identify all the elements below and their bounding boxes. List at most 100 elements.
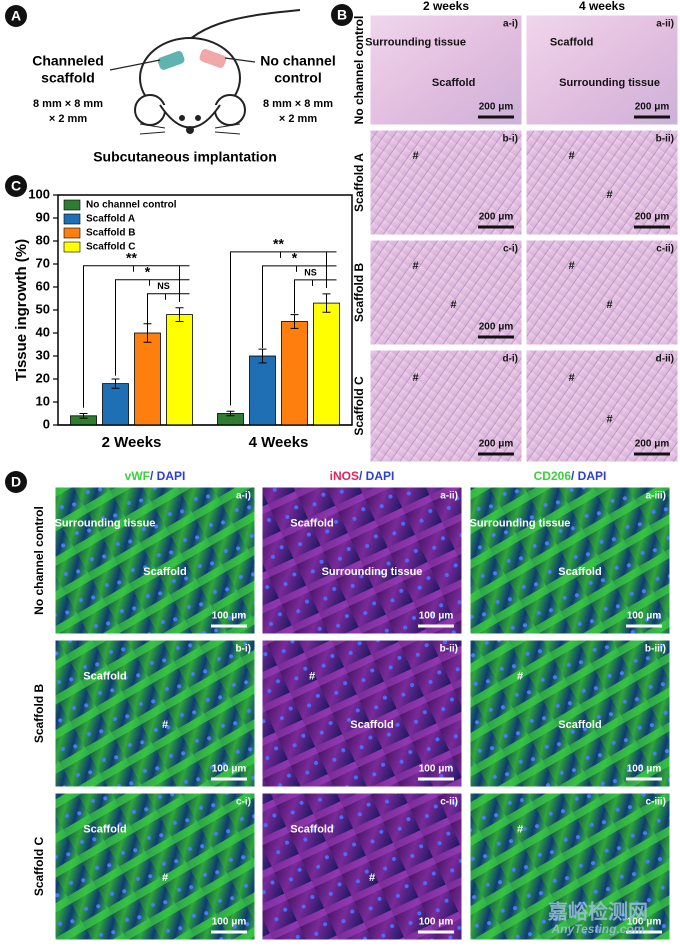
scale-label: 100 μm — [627, 611, 662, 622]
panel-tag: a-ii) — [656, 19, 674, 30]
scale-label: 200 μm — [635, 212, 670, 223]
panel-tag: c-iii) — [645, 797, 666, 808]
annotation: Scaffold — [83, 671, 126, 683]
watermark: AnyTesting.com — [551, 922, 645, 936]
legend-label: Scaffold B — [86, 228, 135, 239]
annotation: Scaffold — [558, 566, 601, 578]
x-tick-label: 2 Weeks — [102, 434, 162, 451]
annotation: Scaffold — [558, 719, 601, 731]
micrograph — [54, 792, 256, 941]
annotation: # — [309, 671, 315, 683]
micrograph — [525, 14, 679, 126]
annotation: # — [569, 372, 575, 384]
annotation: # — [607, 413, 613, 425]
scale-label: 100 μm — [419, 611, 454, 622]
annotation: Surrounding tissue — [559, 77, 660, 89]
significance-label: NS — [304, 267, 317, 277]
panel-letter: D — [11, 474, 21, 490]
implant-label: control — [274, 70, 321, 86]
y-tick-label: 40 — [36, 324, 50, 339]
significance-label: * — [292, 250, 298, 266]
annotation: # — [369, 872, 375, 884]
panel-tag: c-ii) — [656, 244, 674, 255]
row-label: Scaffold C — [352, 376, 366, 436]
stain-marker: CD206 — [534, 469, 572, 483]
row-label: Scaffold B — [32, 684, 46, 744]
bar — [134, 332, 161, 426]
error-bar — [258, 348, 267, 364]
micrograph — [469, 639, 671, 788]
micrograph — [525, 129, 679, 236]
row-label: Scaffold C — [32, 837, 46, 897]
micrograph — [525, 239, 679, 346]
y-tick-label: 90 — [36, 209, 50, 224]
legend-label: Scaffold A — [86, 214, 135, 225]
scale-label: 100 μm — [627, 764, 662, 775]
y-tick-label: 100 — [28, 186, 50, 201]
caption: Subcutaneous implantation — [93, 149, 277, 165]
bar — [166, 314, 193, 426]
legend-label: Scaffold C — [86, 242, 135, 253]
error-bar — [111, 378, 120, 389]
implant-label: No channel — [260, 53, 335, 69]
panel-tag: b-i) — [502, 134, 518, 145]
error-bar — [290, 314, 299, 329]
panel-badge — [5, 471, 27, 493]
legend-swatch — [63, 241, 81, 253]
scale-label: 200 μm — [479, 439, 514, 450]
panel-tag: c-ii) — [440, 797, 458, 808]
size-label: × 2 mm — [279, 113, 317, 125]
column-header: 2 weeks — [423, 0, 469, 13]
panel-badge — [331, 4, 353, 26]
row-label: Scaffold A — [352, 153, 366, 212]
annotation: Scaffold — [143, 566, 186, 578]
scale-label: 200 μm — [635, 102, 670, 113]
panel-tag: a-iii) — [645, 491, 666, 502]
size-label: 8 mm × 8 mm — [33, 98, 103, 110]
scale-label: 100 μm — [212, 611, 247, 622]
y-axis-title: Tissue ingrowth (%) — [13, 239, 30, 381]
pointer — [224, 57, 256, 63]
y-tick-label: 60 — [36, 278, 50, 293]
legend-swatch — [63, 199, 81, 211]
annotation: # — [517, 824, 523, 836]
scale-label: 100 μm — [627, 917, 662, 928]
significance-label: ** — [126, 249, 137, 265]
annotation: Scaffold — [290, 518, 333, 530]
micrograph — [54, 486, 256, 635]
panel-tag: a-i) — [503, 19, 518, 30]
annotation: # — [569, 150, 575, 162]
annotation: # — [413, 150, 419, 162]
micrograph — [369, 14, 523, 126]
annotation: # — [451, 299, 457, 311]
column-header: vWF/ DAPI — [125, 469, 186, 483]
column-header: 4 weeks — [579, 0, 625, 13]
panel-letter: B — [337, 7, 347, 23]
bar — [102, 383, 129, 426]
micrograph — [369, 129, 523, 236]
y-tick-label: 30 — [36, 347, 50, 362]
error-bar — [79, 413, 88, 419]
annotation: Surrounding tissue — [365, 36, 466, 48]
panel-badge — [5, 5, 27, 27]
panel-tag: d-ii) — [656, 354, 674, 365]
bar — [313, 302, 340, 426]
legend-swatch — [63, 213, 81, 225]
column-header: iNOS/ DAPI — [330, 469, 395, 483]
micrograph — [261, 486, 463, 635]
micrograph — [525, 349, 679, 463]
y-tick-label: 10 — [36, 393, 50, 408]
panel-tag: a-ii) — [440, 491, 458, 502]
error-bar — [226, 410, 235, 417]
annotation: Scaffold — [350, 719, 393, 731]
significance-bracket — [294, 279, 337, 314]
significance-bracket — [147, 293, 190, 325]
significance-label: ** — [273, 236, 284, 252]
panel-letter: C — [11, 178, 21, 194]
y-tick-label: 80 — [36, 232, 50, 247]
scale-label: 100 μm — [419, 764, 454, 775]
annotation: # — [162, 719, 168, 731]
y-tick-label: 50 — [36, 301, 50, 316]
annotation: Scaffold — [432, 77, 475, 89]
micrograph — [261, 639, 463, 788]
